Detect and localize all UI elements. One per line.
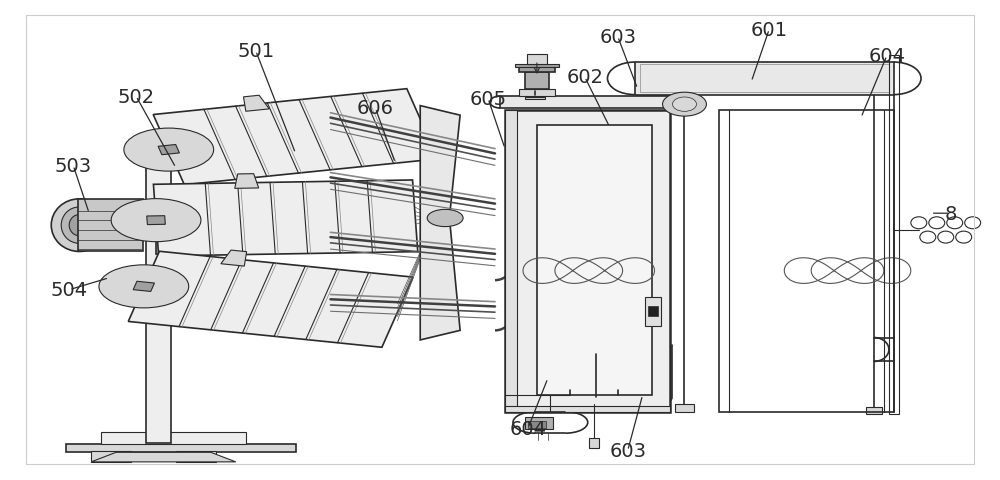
Bar [640, 65, 889, 93]
Bar [136, 142, 181, 149]
Ellipse shape [427, 210, 463, 227]
Ellipse shape [111, 199, 201, 242]
Bar [156, 197, 196, 254]
Ellipse shape [99, 265, 189, 308]
Bar [505, 406, 670, 412]
Ellipse shape [51, 199, 107, 252]
Text: 604: 604 [509, 419, 546, 438]
Bar [866, 407, 882, 414]
Polygon shape [147, 216, 165, 225]
Bar [537, 125, 652, 395]
Bar [159, 199, 193, 252]
Text: 503: 503 [55, 156, 92, 176]
Text: 603: 603 [609, 442, 646, 460]
Bar [645, 297, 661, 326]
Polygon shape [128, 252, 413, 348]
Bar [515, 64, 559, 68]
Bar [719, 111, 894, 412]
Polygon shape [244, 96, 269, 112]
Ellipse shape [673, 98, 696, 112]
Polygon shape [133, 282, 154, 292]
Text: 8: 8 [945, 204, 957, 223]
Bar [101, 432, 246, 444]
Ellipse shape [663, 93, 706, 117]
Polygon shape [153, 89, 438, 185]
Bar [527, 55, 547, 64]
Bar [91, 451, 131, 462]
Polygon shape [158, 145, 179, 156]
Bar [675, 405, 694, 412]
Text: 501: 501 [237, 42, 274, 61]
Ellipse shape [61, 207, 97, 244]
Bar [525, 73, 549, 90]
Bar [648, 307, 658, 316]
Bar [505, 111, 517, 412]
Bar [889, 56, 899, 414]
Bar [589, 438, 599, 447]
Polygon shape [235, 174, 259, 189]
Ellipse shape [124, 129, 214, 172]
Bar [519, 90, 555, 97]
Bar [78, 199, 143, 252]
Polygon shape [420, 107, 460, 340]
Bar [66, 444, 296, 452]
Bar [525, 97, 545, 100]
Bar [635, 63, 894, 96]
Polygon shape [153, 180, 418, 256]
Polygon shape [221, 251, 247, 266]
Ellipse shape [69, 215, 89, 236]
Bar [519, 67, 555, 73]
Text: 601: 601 [751, 21, 788, 39]
Text: 602: 602 [566, 68, 603, 87]
Text: 606: 606 [357, 99, 394, 118]
Bar [500, 97, 675, 109]
Bar [505, 111, 670, 412]
Bar [176, 451, 216, 462]
Text: 604: 604 [868, 47, 905, 66]
Bar [146, 147, 171, 443]
Text: 605: 605 [469, 90, 507, 108]
Bar [528, 421, 546, 429]
Bar [141, 223, 161, 230]
Bar [525, 418, 553, 430]
Text: 603: 603 [599, 28, 636, 47]
Polygon shape [91, 452, 236, 462]
Text: 502: 502 [117, 87, 155, 106]
Text: 504: 504 [51, 281, 88, 300]
